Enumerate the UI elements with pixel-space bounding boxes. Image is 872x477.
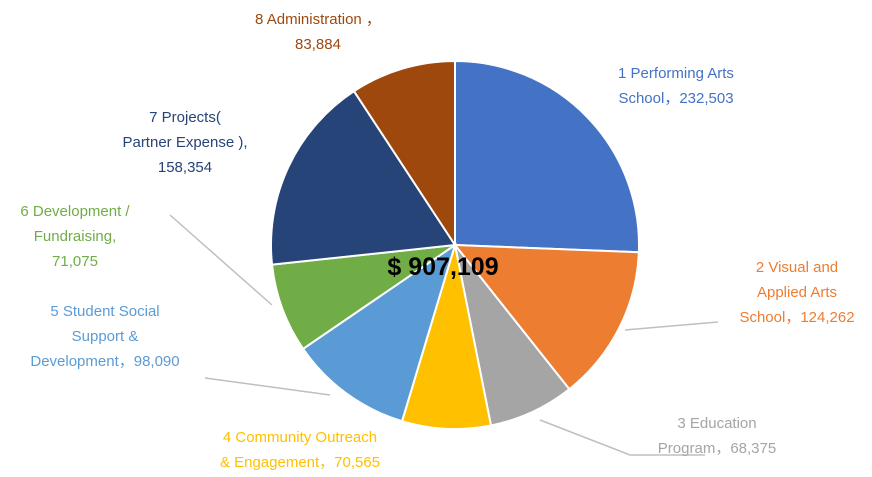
slice-label-5: 5 Student Social Support & Development，98,… [30, 303, 179, 370]
leader-lines [169, 214, 719, 456]
slice-label-6: 6 Development / Fundraising, 71,075 [20, 203, 130, 270]
slice-label-8: 8 Administration ， 83,884 [255, 11, 381, 53]
pie-slices [270, 59, 640, 430]
leader-line-6 [169, 214, 273, 306]
slice-label-line: 8 Administration ， [255, 11, 381, 28]
slice-label-line: 83,884 [295, 36, 341, 53]
slice-label-line: 4 Community Outreach [223, 429, 377, 446]
slice-label-line: School，124,262 [739, 309, 854, 326]
slice-label-line: 3 Education [677, 415, 756, 432]
slice-label-line: Fundraising, [34, 228, 117, 245]
slice-label-3: 3 Education Program，68,375 [658, 415, 776, 457]
leader-line-3 [539, 419, 705, 456]
slice-label-line: 158,354 [158, 159, 212, 176]
slice-label-line: 2 Visual and [756, 259, 838, 276]
leader-line-2 [624, 321, 719, 331]
slice-label-line: 1 Performing Arts [618, 65, 734, 82]
slice-label-line: 71,075 [52, 253, 98, 270]
slice-label-7: 7 Projects( Partner Expense ), 158,354 [122, 109, 247, 176]
slice-label-line: Development，98,090 [30, 353, 179, 370]
slice-label-line: School，232,503 [618, 90, 733, 107]
slice-label-2: 2 Visual and Applied Arts School，124,262 [739, 259, 854, 326]
slice-label-line: & Engagement，70,565 [220, 454, 380, 471]
pie-slice-7 [270, 89, 457, 266]
slice-label-line: 5 Student Social [50, 303, 159, 320]
slice-label-line: Partner Expense ), [122, 134, 247, 151]
slice-label-line: 6 Development / [20, 203, 130, 220]
pie-slice-1 [454, 59, 640, 254]
leader-line-5 [204, 377, 331, 396]
pie-slice-2 [452, 243, 640, 391]
slice-label-line: 7 Projects( [149, 109, 221, 126]
pie-slice-6 [270, 244, 456, 351]
pie-slice-8 [352, 59, 456, 249]
slice-label-1: 1 Performing Arts School，232,503 [618, 65, 734, 107]
slice-label-line: Program，68,375 [658, 440, 776, 457]
center-total-label: $ 907,109 [387, 253, 498, 281]
slice-labels: 1 Performing Arts School，232,503 2 Visual … [20, 11, 854, 471]
slice-label-line: Applied Arts [757, 284, 837, 301]
slice-label-line: Support & [72, 328, 139, 345]
slice-label-4: 4 Community Outreach & Engagement，70,565 [220, 429, 380, 471]
pie-slice-5 [301, 242, 457, 423]
